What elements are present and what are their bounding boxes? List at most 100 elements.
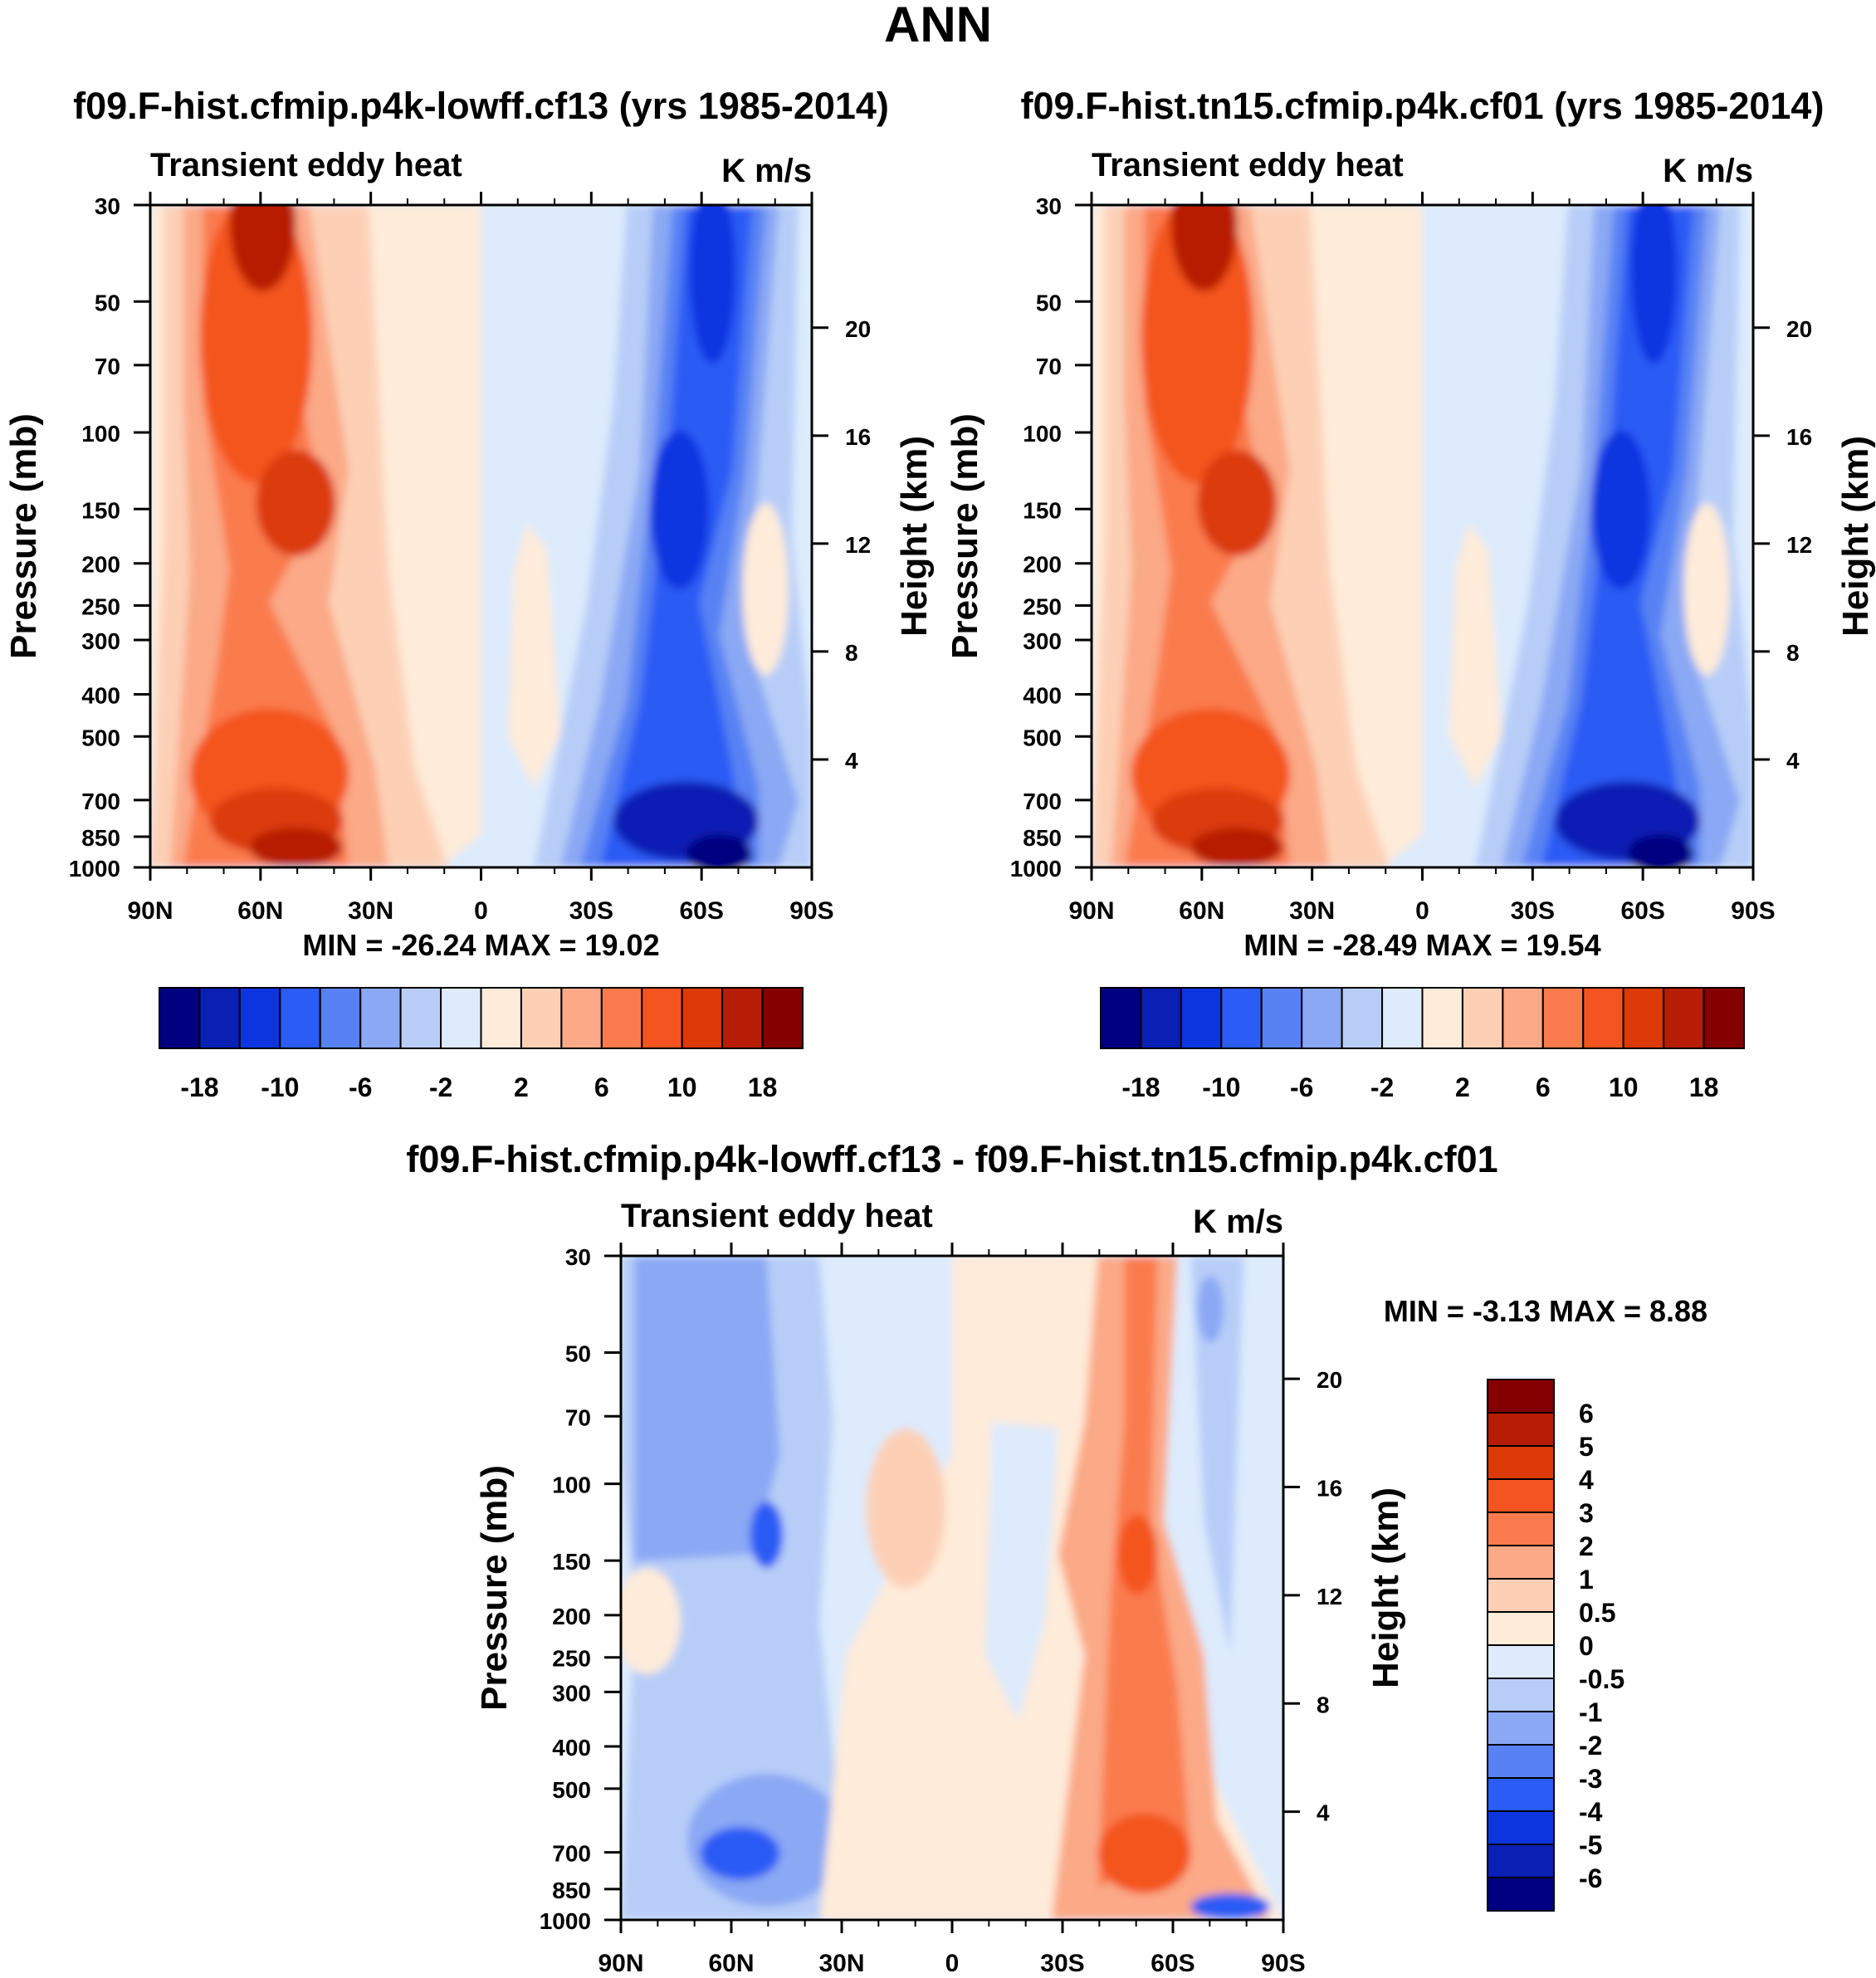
colorbar-label: 2 xyxy=(1455,1072,1470,1102)
colorbar-swatch xyxy=(1663,987,1705,1049)
y-tick-label: 300 xyxy=(1023,628,1062,654)
colorbar-swatch xyxy=(1341,987,1384,1049)
y-tick-label: 700 xyxy=(552,1841,591,1867)
y2-axis-label: Height (km) xyxy=(1835,436,1876,637)
y2-tick-label: 16 xyxy=(1317,1476,1342,1502)
colorbar-label: -6 xyxy=(1290,1072,1313,1102)
colorbar-swatch xyxy=(1301,987,1343,1049)
colorbar-label: -10 xyxy=(1202,1072,1240,1102)
colorbar-swatch xyxy=(681,987,724,1049)
colorbar-label: 1 xyxy=(1579,1565,1594,1595)
y-tick-label: 50 xyxy=(95,290,120,315)
y-tick-label: 500 xyxy=(1023,725,1062,750)
colorbar-swatch xyxy=(1487,1412,1555,1447)
x-tick-label: 60N xyxy=(708,1950,754,1977)
x-tick-label: 60S xyxy=(1151,1950,1194,1977)
colorbar-swatch xyxy=(1487,1445,1555,1480)
min-max-label: MIN = -26.24 MAX = 19.02 xyxy=(302,928,659,962)
sh-polar-neg-core xyxy=(1197,1276,1224,1342)
nh-polar-pos xyxy=(621,1568,681,1674)
y-tick-label: 1000 xyxy=(69,856,120,882)
x-tick-label: 60S xyxy=(1620,897,1664,925)
contour-fill xyxy=(1092,205,1753,867)
colorbar-label: -18 xyxy=(180,1072,218,1102)
x-tick-label: 30N xyxy=(1289,897,1335,925)
y-axis-label: Pressure (mb) xyxy=(474,1465,515,1711)
y-tick-label: 700 xyxy=(1023,789,1062,814)
sh-surface-peak xyxy=(1627,834,1694,867)
colorbar-label: -6 xyxy=(1579,1863,1602,1893)
panel-difference: f09.F-hist.cfmip.p4k-lowff.cf13 - f09.F-… xyxy=(406,1138,1707,1977)
colorbar-label: -1 xyxy=(1579,1697,1602,1727)
x-tick-label: 90S xyxy=(789,897,833,925)
y-tick-label: 500 xyxy=(552,1777,591,1803)
colorbar-label: 0 xyxy=(1579,1631,1594,1661)
y-tick-label: 850 xyxy=(1023,825,1062,851)
colorbar-swatch xyxy=(1487,1644,1555,1679)
y-tick-label: 700 xyxy=(81,789,120,814)
colorbar-swatch xyxy=(1487,1545,1555,1580)
y-tick-label: 70 xyxy=(95,354,120,379)
colorbar-swatch xyxy=(1487,1744,1555,1779)
eq-band-0-2 xyxy=(1449,523,1502,789)
x-tick-label: 60S xyxy=(679,897,723,925)
y2-axis-label: Height (km) xyxy=(894,436,935,637)
y-tick-label: 30 xyxy=(565,1244,591,1270)
colorbar-swatch xyxy=(1220,987,1263,1049)
x-tick-label: 0 xyxy=(474,897,488,925)
sh-upper-core xyxy=(1630,205,1678,364)
colorbar-swatch xyxy=(480,987,522,1049)
colorbar-swatch xyxy=(1487,1379,1555,1414)
colorbar-swatch xyxy=(1487,1711,1555,1746)
nh-top-core xyxy=(1170,205,1238,291)
nh-mid-neg-core xyxy=(750,1502,784,1568)
y2-tick-label: 20 xyxy=(1317,1367,1342,1393)
panel-title: f09.F-hist.cfmip.p4k-lowff.cf13 (yrs 198… xyxy=(73,85,889,127)
colorbar-label: 3 xyxy=(1579,1498,1594,1528)
colorbar-label: -2 xyxy=(1579,1731,1602,1761)
page-title: ANN xyxy=(884,0,992,52)
y2-tick-label: 8 xyxy=(1786,640,1800,666)
x-tick-label: 90S xyxy=(1731,897,1775,925)
colorbar-swatch xyxy=(1502,987,1544,1049)
sh-mid-core xyxy=(649,430,710,589)
y2-tick-label: 12 xyxy=(1786,532,1812,558)
y-tick-label: 850 xyxy=(81,825,120,851)
y-tick-label: 100 xyxy=(1023,421,1062,447)
colorbar-swatch xyxy=(520,987,563,1049)
colorbar-swatch xyxy=(1582,987,1624,1049)
y2-tick-label: 8 xyxy=(845,640,858,666)
x-tick-label: 30S xyxy=(1511,897,1555,925)
x-tick-label: 90S xyxy=(1261,1950,1305,1977)
colorbar-swatch xyxy=(1487,1512,1555,1546)
y2-tick-label: 12 xyxy=(1317,1584,1342,1609)
y2-tick-label: 20 xyxy=(845,316,871,342)
colorbar-label: 18 xyxy=(1689,1072,1719,1102)
y-tick-label: 1000 xyxy=(1010,856,1062,882)
colorbar-label: 6 xyxy=(1579,1399,1594,1429)
colorbar-label: -0.5 xyxy=(1579,1664,1624,1694)
sh-upper-core xyxy=(1117,1515,1158,1595)
sh-stratosphere-lobe xyxy=(1683,503,1731,676)
colorbar-swatch xyxy=(238,987,281,1049)
panel-title: f09.F-hist.cfmip.p4k-lowff.cf13 - f09.F-… xyxy=(406,1138,1497,1180)
colorbar-label: -10 xyxy=(261,1072,299,1102)
y-tick-label: 150 xyxy=(1023,497,1062,523)
x-tick-label: 30S xyxy=(569,897,613,925)
tropical-neg-island xyxy=(984,1422,1058,1721)
y-tick-label: 200 xyxy=(552,1604,591,1629)
eq-band-0-2 xyxy=(507,523,561,789)
y2-tick-label: 8 xyxy=(1317,1692,1330,1717)
y-tick-label: 70 xyxy=(565,1404,591,1430)
contour-fill xyxy=(621,1256,1283,1920)
x-tick-label: 30S xyxy=(1040,1950,1084,1977)
y-tick-label: 50 xyxy=(1036,290,1062,315)
y-tick-label: 300 xyxy=(81,628,120,654)
panel-subtitle-left: Transient eddy heat xyxy=(621,1198,933,1234)
y-axis-label: Pressure (mb) xyxy=(3,413,44,659)
nh-top-core xyxy=(229,205,296,291)
colorbar-swatch xyxy=(560,987,603,1049)
colorbar-swatch xyxy=(1421,987,1463,1049)
